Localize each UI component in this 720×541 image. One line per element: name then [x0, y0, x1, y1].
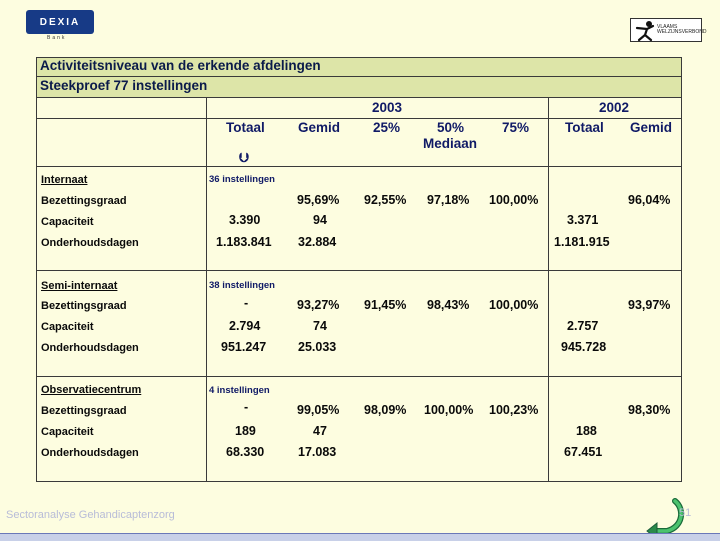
cell-totaal-2002: 3.371 — [567, 213, 599, 227]
header-rule — [36, 118, 682, 119]
cell-p50: 100,00% — [424, 403, 474, 417]
label-column-divider — [206, 97, 207, 482]
year-2002-header: 2002 — [599, 100, 630, 115]
cell-p25: 98,09% — [364, 403, 407, 417]
cell-totaal-2003: - — [244, 296, 249, 310]
cell-totaal-2003: 951.247 — [221, 340, 267, 354]
table-panel — [36, 57, 682, 481]
row-label: Onderhoudsdagen — [41, 342, 139, 354]
dexia-logo-subtitle: Bank — [47, 35, 67, 41]
cell-gemid-2003: 99,05% — [297, 403, 340, 417]
down-arrow-icon: ⮋ — [239, 150, 249, 165]
table-border-right — [681, 57, 682, 482]
cell-totaal-2002: 1.181.915 — [554, 235, 610, 249]
cell-totaal-2003: - — [244, 400, 249, 414]
cell-p25: 92,55% — [364, 193, 407, 207]
p50-header: 50% — [437, 120, 465, 135]
vlaams-welzijnsverbond-logo-text: VLAAMS WELZIJNSVERBOND — [657, 24, 707, 35]
row-label: Onderhoudsdagen — [41, 447, 139, 459]
row-label: Bezettingsgraad — [41, 195, 127, 207]
cell-p75: 100,00% — [489, 298, 539, 312]
cell-gemid-2003: 74 — [313, 319, 327, 333]
cell-p75: 100,00% — [489, 193, 539, 207]
table-border-top — [36, 57, 682, 58]
cell-gemid-2003: 47 — [313, 424, 327, 438]
group-label-observatiecentrum: Observatiecentrum — [41, 384, 142, 396]
group-label-semi-internaat: Semi-internaat — [41, 280, 118, 292]
cell-p25: 91,45% — [364, 298, 407, 312]
return-arrow-icon[interactable] — [645, 497, 685, 537]
footer-title: Sectoranalyse Gehandicaptenzorg — [6, 509, 175, 521]
totaal-2002-header: Totaal — [565, 120, 604, 135]
p75-header: 75% — [502, 120, 530, 135]
cell-gemid-2002: 93,97% — [628, 298, 671, 312]
table-border-left — [36, 57, 37, 482]
row-label: Capaciteit — [41, 321, 94, 333]
totaal-2003-header: Totaal — [226, 120, 265, 135]
cell-totaal-2002: 945.728 — [561, 340, 607, 354]
cell-totaal-2003: 3.390 — [229, 213, 261, 227]
cell-totaal-2003: 68.330 — [226, 445, 265, 459]
p25-header: 25% — [373, 120, 401, 135]
row-label: Capaciteit — [41, 216, 94, 228]
cell-p50: 98,43% — [427, 298, 470, 312]
year-column-divider — [548, 97, 549, 482]
cell-gemid-2003: 94 — [313, 213, 327, 227]
bottom-bar — [0, 533, 720, 541]
group-count-internaat: 36 instellingen — [209, 174, 275, 185]
gemid-2002-header: Gemid — [630, 120, 673, 135]
table-border-bottom — [36, 481, 682, 482]
slide-subtitle: Steekproef 77 instellingen — [40, 78, 208, 93]
cell-gemid-2003: 25.033 — [298, 340, 337, 354]
cell-gemid-2003: 17.083 — [298, 445, 337, 459]
dexia-logo: DEXIA — [26, 10, 94, 34]
group-count-semi-internaat: 38 instellingen — [209, 280, 275, 291]
title-band — [36, 57, 682, 97]
cell-totaal-2003: 1.183.841 — [216, 235, 272, 249]
cell-totaal-2003: 189 — [235, 424, 256, 438]
cell-totaal-2002: 188 — [576, 424, 597, 438]
group-count-observatiecentrum: 4 instellingen — [209, 385, 270, 396]
slide-title: Activiteitsniveau van de erkende afdelin… — [40, 58, 321, 73]
gemid-2003-header: Gemid — [298, 120, 341, 135]
cell-totaal-2002: 67.451 — [564, 445, 603, 459]
cell-gemid-2002: 96,04% — [628, 193, 671, 207]
year-2003-header: 2003 — [372, 100, 403, 115]
mediaan-header: Mediaan — [423, 136, 478, 151]
group-divider-2 — [36, 376, 682, 377]
cell-totaal-2003: 2.794 — [229, 319, 261, 333]
row-label: Bezettingsgraad — [41, 405, 127, 417]
cell-totaal-2002: 2.757 — [567, 319, 599, 333]
cell-gemid-2003: 93,27% — [297, 298, 340, 312]
cell-gemid-2003: 95,69% — [297, 193, 340, 207]
row-label: Bezettingsgraad — [41, 300, 127, 312]
row-label: Capaciteit — [41, 426, 94, 438]
title-bottom-border — [36, 97, 682, 98]
row-label: Onderhoudsdagen — [41, 237, 139, 249]
cell-p75: 100,23% — [489, 403, 539, 417]
cell-gemid-2002: 98,30% — [628, 403, 671, 417]
group-label-internaat: Internaat — [41, 174, 88, 186]
vlaams-welzijnsverbond-logo: VLAAMS WELZIJNSVERBOND — [630, 18, 706, 42]
title-divider — [36, 76, 682, 77]
group-divider-1 — [36, 270, 682, 271]
header-bottom-rule — [36, 166, 682, 167]
cell-p50: 97,18% — [427, 193, 470, 207]
page-number: 51 — [679, 507, 692, 519]
cell-gemid-2003: 32.884 — [298, 235, 337, 249]
person-figure-icon — [635, 21, 655, 42]
